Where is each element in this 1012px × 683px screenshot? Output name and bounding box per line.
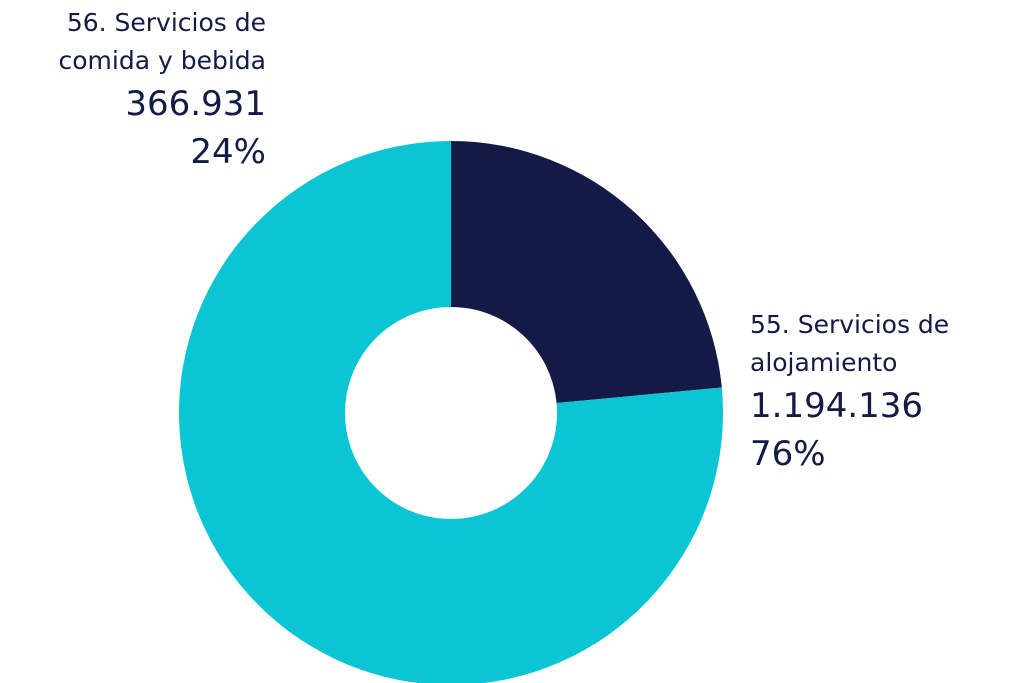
percent-label: 76% [750,434,826,474]
donut-slice [179,141,723,683]
value-label: 1.194.136 [750,386,924,426]
category-label: 55. Servicios de alojamiento [750,310,950,377]
donut-slice [451,141,722,404]
percent-label: 24% [190,132,266,172]
value-label: 366.931 [125,84,266,124]
category-label: 56. Servicios de comida y bebida [58,8,266,75]
slice-label: 56. Servicios de comida y bebida 366.931 2… [6,4,266,176]
slice-label: 55. Servicios de alojamiento 1.194.136 76% [750,306,1005,478]
